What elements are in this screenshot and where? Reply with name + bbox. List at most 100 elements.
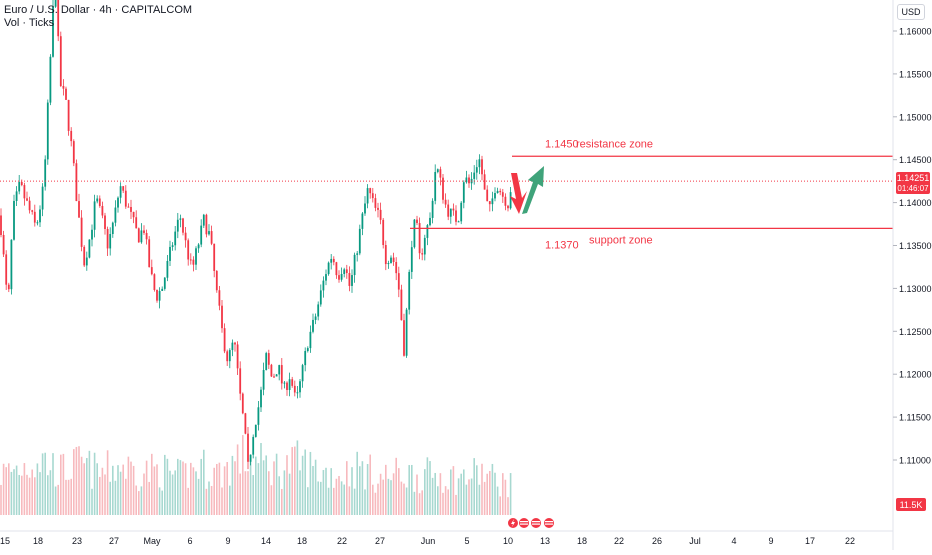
volume-bar	[455, 494, 457, 515]
x-tick-label: Jun	[421, 536, 436, 546]
candle-body	[304, 351, 307, 366]
volume-bar	[483, 481, 486, 515]
candle-body	[475, 167, 478, 173]
volume-bar	[496, 486, 499, 515]
candle-body	[366, 188, 369, 204]
candle-body	[163, 277, 166, 289]
volume-bar	[416, 474, 418, 515]
volume-bar	[301, 455, 304, 515]
volume-legend[interactable]: Vol · Ticks	[4, 17, 55, 29]
volume-bar	[161, 490, 163, 515]
volume-bar	[13, 469, 15, 515]
candle-body	[174, 231, 177, 246]
volume-bar	[377, 483, 379, 515]
candle-body	[189, 259, 192, 261]
candle-body	[423, 237, 426, 255]
y-tick-label: 1.12500	[899, 327, 932, 337]
volume-bar	[320, 481, 322, 515]
symbol-title[interactable]: Euro / U.S. Dollar · 4h · CAPITALCOM	[4, 4, 193, 16]
x-tick-label: 9	[225, 536, 230, 546]
candle-body	[244, 413, 247, 434]
y-tick-label: 1.15000	[899, 112, 932, 122]
x-tick-label: Jul	[689, 536, 701, 546]
candle-body	[309, 331, 312, 349]
event-bolt-icon[interactable]	[508, 518, 518, 528]
x-tick-label: 22	[337, 536, 347, 546]
up-arrow-icon[interactable]	[522, 166, 544, 214]
volume-bar	[239, 473, 241, 515]
candle-body	[249, 454, 252, 462]
volume-bar	[218, 462, 221, 515]
candle-body	[491, 198, 494, 205]
candle-body	[400, 289, 403, 321]
candle-body	[390, 257, 392, 264]
candle-body	[135, 217, 138, 229]
volume-bar	[104, 474, 106, 515]
candle-body	[488, 201, 491, 205]
volume-bar	[442, 492, 444, 515]
candle-body	[486, 189, 489, 202]
volume-bar	[197, 478, 200, 515]
volume-bar	[270, 485, 273, 515]
volume-bar	[382, 479, 384, 515]
candle-body	[322, 280, 325, 291]
candle-body	[2, 234, 5, 255]
candle-body	[496, 190, 499, 194]
candle-body	[85, 257, 88, 266]
volume-bar	[431, 477, 434, 515]
volume-bar	[450, 469, 452, 515]
y-tick-label: 1.13500	[899, 241, 932, 251]
candle-body	[262, 370, 265, 390]
candle-body	[275, 374, 278, 377]
volume-bar	[447, 489, 449, 515]
volume-bar	[255, 456, 257, 515]
currency-button[interactable]: USD	[897, 4, 925, 20]
x-tick-label: 27	[109, 536, 119, 546]
candle-body	[374, 198, 377, 208]
volume-bar	[249, 458, 252, 515]
candle-body	[210, 231, 213, 244]
volume-bar	[91, 488, 93, 515]
candle-body	[72, 141, 75, 164]
volume-bar	[54, 486, 57, 515]
volume-bar	[278, 476, 280, 515]
volume-bar	[190, 462, 192, 515]
candle-body	[353, 254, 356, 276]
volume-bar	[171, 474, 174, 515]
candle-body	[205, 214, 208, 235]
volume-bar	[70, 478, 72, 515]
volume-bar	[80, 456, 83, 515]
candle-body	[166, 260, 169, 278]
x-tick-label: 15	[0, 536, 10, 546]
candle-body	[150, 267, 153, 275]
volume-bar	[229, 485, 231, 515]
candle-body	[192, 259, 195, 265]
candle-body	[382, 219, 385, 246]
candle-body	[507, 205, 509, 209]
volume-bar	[2, 463, 5, 515]
event-flag-us-icon[interactable]	[531, 518, 541, 528]
volume-bar	[452, 466, 455, 515]
volume-bar	[307, 487, 309, 515]
candle-body	[7, 284, 10, 290]
candle-body	[202, 214, 205, 226]
volume-bar	[49, 470, 52, 515]
volume-bar	[242, 435, 244, 515]
support-text-label: support zone	[589, 234, 653, 246]
time-axis[interactable]: 15 18 23 27 May 6 9 14 18 22 27 Jun 5 10 13 18 22 26 Jul 4 9…	[0, 530, 893, 546]
candle-body	[265, 353, 268, 371]
candle-body	[161, 288, 164, 291]
candle-body	[348, 273, 351, 286]
down-arrow-icon[interactable]	[510, 173, 527, 214]
event-flag-us-icon[interactable]	[544, 518, 554, 528]
candle-body	[504, 196, 507, 206]
volume-bar	[125, 478, 127, 515]
volume-bar	[182, 461, 184, 515]
volume-bar	[252, 475, 254, 515]
candle-body	[5, 254, 8, 285]
candle-body	[252, 436, 255, 455]
event-flag-us-icon[interactable]	[519, 518, 529, 528]
price-axis[interactable]: 1.16000 1.15500 1.15000 1.14500 1.14000 1.135…	[892, 0, 932, 550]
